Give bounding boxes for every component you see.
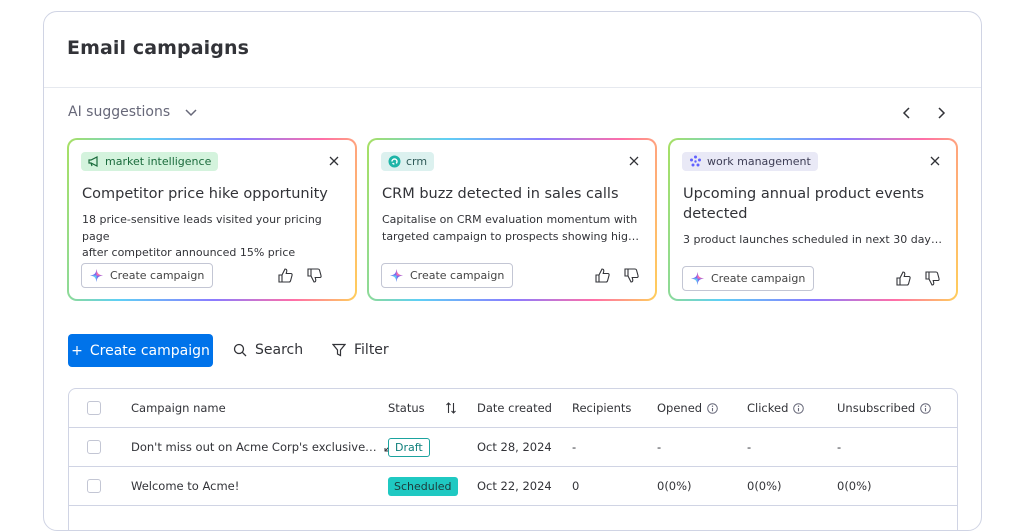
- create-campaign-label: Create campaign: [410, 269, 505, 282]
- status-cell: Scheduled: [388, 467, 458, 505]
- card-description-line-1: 18 price-sensitive leads visited your pr…: [82, 213, 322, 243]
- thumbs-up-icon[interactable]: [894, 269, 912, 287]
- create-campaign-label: Create campaign: [110, 269, 205, 282]
- filter-icon: [332, 343, 346, 357]
- close-icon[interactable]: [327, 154, 341, 168]
- search-label: Search: [255, 342, 304, 358]
- campaign-name[interactable]: Welcome to Acme!: [131, 479, 240, 493]
- campaign-name-cell[interactable]: Welcome to Acme!: [131, 467, 239, 505]
- info-icon[interactable]: [707, 402, 718, 414]
- chevron-left-icon[interactable]: [896, 102, 918, 124]
- tag-work-management: work management: [682, 152, 818, 171]
- select-all-checkbox[interactable]: [87, 401, 101, 415]
- thumbs-down-icon[interactable]: [622, 266, 640, 284]
- plus-icon: +: [71, 342, 83, 359]
- thumbs-down-icon[interactable]: [923, 269, 941, 287]
- tag-label: work management: [707, 155, 811, 168]
- status-cell: Draft: [388, 428, 430, 466]
- date-created-cell: Oct 28, 2024: [477, 440, 552, 454]
- email-campaigns-panel: Email campaigns AI suggestions market in…: [43, 11, 982, 531]
- chevron-right-icon[interactable]: [930, 102, 952, 124]
- date-created-cell: Oct 22, 2024: [477, 479, 552, 493]
- column-header-clicked[interactable]: Clicked: [747, 389, 805, 427]
- create-campaign-button[interactable]: Create campaign: [682, 266, 815, 291]
- card-description: Capitalise on CRM evaluation momentum wi…: [382, 212, 641, 245]
- sparkle-icon: [691, 272, 704, 285]
- column-header-unsubscribed-label: Unsubscribed: [837, 401, 916, 415]
- thumbs-up-icon[interactable]: [593, 266, 611, 284]
- suggestion-card-work-management: work management Upcoming annual product …: [668, 138, 958, 301]
- unsubscribed-cell: -: [837, 440, 842, 454]
- row-checkbox[interactable]: [87, 479, 101, 493]
- search-button[interactable]: Search: [233, 342, 303, 358]
- tag-market-intelligence: market intelligence: [81, 152, 219, 171]
- unsubscribed-cell: 0(0%): [837, 479, 872, 493]
- page-title: Email campaigns: [67, 37, 249, 59]
- tag-label: crm: [406, 155, 428, 168]
- card-description-line-2: targeted campaign to prospects showing h…: [382, 229, 641, 243]
- card-title: Upcoming annual product events detected: [683, 186, 925, 222]
- campaign-name-cell[interactable]: Don't miss out on Acme Corp's exclusive…: [131, 428, 394, 466]
- column-header-recipients[interactable]: Recipients: [572, 401, 632, 415]
- suggestion-card-market-intelligence: market intelligence Competitor price hik…: [67, 138, 357, 301]
- close-icon[interactable]: [627, 154, 641, 168]
- column-header-status-label: Status: [388, 401, 425, 415]
- recipients-cell: -: [572, 440, 577, 454]
- table-row[interactable]: Don't miss out on Acme Corp's exclusive……: [69, 428, 957, 467]
- table-row[interactable]: Welcome to Acme! Scheduled Oct 22, 2024 …: [69, 467, 957, 506]
- work-management-logo-icon: [690, 155, 701, 167]
- column-header-unsubscribed[interactable]: Unsubscribed: [837, 389, 932, 427]
- clicked-cell: 0(0%): [747, 479, 782, 493]
- thumbs-up-icon[interactable]: [276, 266, 294, 284]
- sparkle-icon: [390, 269, 403, 282]
- close-icon[interactable]: [928, 154, 942, 168]
- crm-logo-icon: [388, 155, 401, 168]
- column-header-date-created[interactable]: Date created: [477, 401, 552, 415]
- create-campaign-button[interactable]: Create campaign: [81, 263, 214, 288]
- ai-suggestions-header: AI suggestions: [68, 103, 200, 121]
- create-campaign-primary-label: Create campaign: [89, 342, 210, 359]
- row-checkbox[interactable]: [87, 440, 101, 454]
- sparkle-icon: [90, 269, 103, 282]
- opened-cell: -: [657, 440, 662, 454]
- opened-cell: 0(0%): [657, 479, 692, 493]
- ai-suggestions-label: AI suggestions: [68, 104, 171, 120]
- thumbs-down-icon[interactable]: [305, 266, 323, 284]
- tag-crm: crm: [381, 152, 435, 171]
- tag-label: market intelligence: [105, 155, 212, 168]
- column-header-status[interactable]: Status: [388, 389, 457, 427]
- chevron-down-icon[interactable]: [182, 103, 200, 121]
- column-header-opened[interactable]: Opened: [657, 389, 718, 427]
- info-icon[interactable]: [920, 402, 932, 414]
- recipients-cell: 0: [572, 479, 580, 493]
- column-header-opened-label: Opened: [657, 401, 703, 415]
- campaigns-table: Campaign name Status Date created Recipi…: [68, 388, 958, 530]
- column-header-clicked-label: Clicked: [747, 401, 789, 415]
- megaphone-icon: [88, 156, 98, 167]
- search-icon: [233, 343, 247, 357]
- status-badge: Scheduled: [388, 476, 458, 496]
- filter-button[interactable]: Filter: [332, 342, 389, 358]
- create-campaign-primary-button[interactable]: + Create campaign: [68, 334, 213, 367]
- card-title: Competitor price hike opportunity: [82, 186, 328, 202]
- filter-label: Filter: [354, 342, 389, 358]
- sort-icon[interactable]: [445, 402, 457, 414]
- campaign-name[interactable]: Don't miss out on Acme Corp's exclusive…: [131, 440, 377, 454]
- clicked-cell: -: [747, 440, 752, 454]
- table-header-row: Campaign name Status Date created Recipi…: [69, 389, 957, 428]
- status-badge: Draft: [388, 437, 430, 457]
- column-header-campaign-name[interactable]: Campaign name: [131, 401, 226, 415]
- card-description-line-1: Capitalise on CRM evaluation momentum wi…: [382, 213, 638, 226]
- card-description: 3 product launches scheduled in next 30 …: [683, 233, 942, 246]
- info-icon[interactable]: [793, 402, 805, 414]
- create-campaign-label: Create campaign: [711, 272, 806, 285]
- suggestion-card-crm: crm CRM buzz detected in sales calls Cap…: [367, 138, 657, 301]
- header-divider: [44, 87, 981, 88]
- card-title: CRM buzz detected in sales calls: [382, 186, 619, 202]
- create-campaign-button[interactable]: Create campaign: [381, 263, 514, 288]
